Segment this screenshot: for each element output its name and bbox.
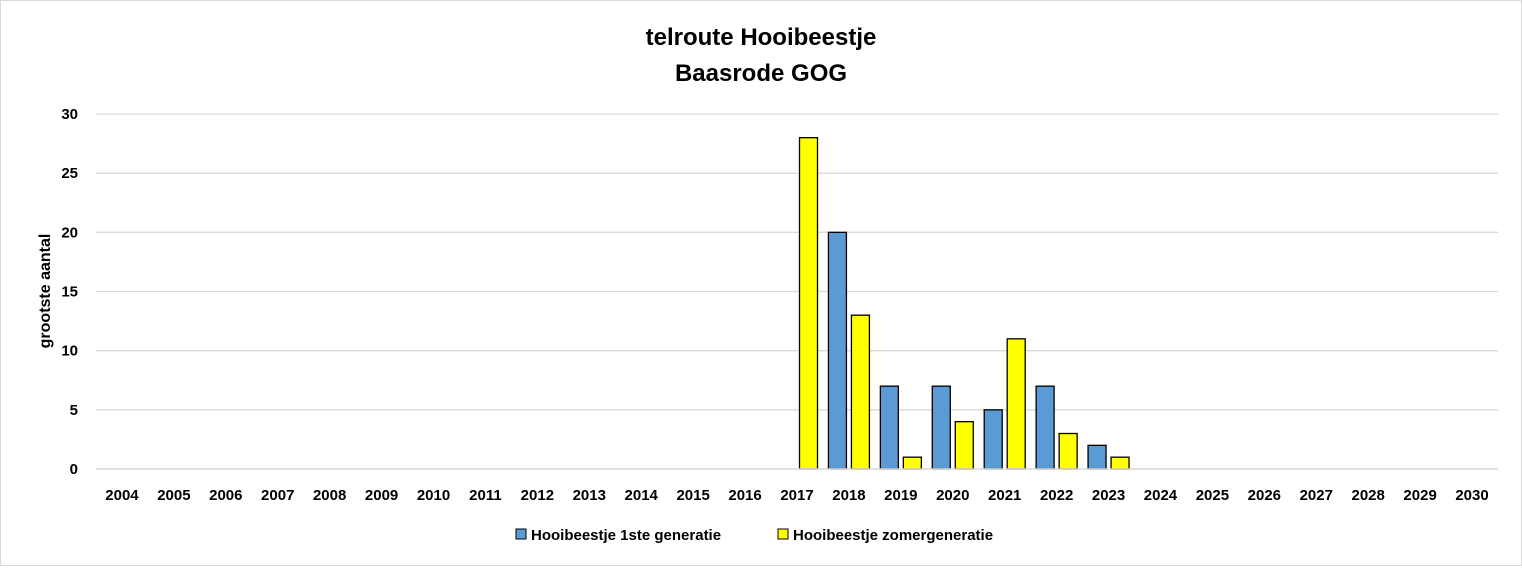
- y-tick-label: 5: [70, 402, 78, 419]
- x-tick-label: 2022: [1040, 487, 1073, 504]
- x-tick-label: 2019: [884, 487, 917, 504]
- x-tick-label: 2021: [988, 487, 1021, 504]
- bar-generation-1-2021: [983, 409, 1003, 470]
- gridlines: [96, 113, 1498, 411]
- y-tick-label: 30: [61, 106, 78, 123]
- x-tick-label: 2006: [209, 487, 242, 504]
- bar-summer-generation-2018: [850, 314, 871, 470]
- x-tick-label: 2014: [625, 487, 659, 504]
- legend: Hooibeestje 1ste generatie Hooibeestje zo…: [515, 527, 993, 544]
- x-tick-label: 2017: [780, 487, 813, 504]
- y-tick-label: 0: [70, 461, 78, 478]
- x-tick-label: 2024: [1144, 487, 1178, 504]
- legend-label: Hooibeestje 1ste generatie: [531, 527, 721, 544]
- x-tick-label: 2007: [261, 487, 294, 504]
- bar-summer-generation-2020: [954, 421, 974, 470]
- x-tick-label: 2005: [157, 487, 190, 504]
- y-tick-label: 20: [61, 224, 78, 241]
- x-tick-label: 2028: [1351, 487, 1384, 504]
- bar-summer-generation-2019: [902, 456, 923, 470]
- y-tick-label: 10: [61, 343, 78, 360]
- x-axis-ticks: 2004 2005 2006 2007 2008 2009 2010 2011 2012 2013…: [105, 487, 1488, 504]
- y-tick-label: 25: [61, 165, 78, 182]
- bar-summer-generation-2023: [1110, 456, 1130, 470]
- bar-summer-generation-2021: [1006, 338, 1026, 470]
- bar-generation-1-2018: [827, 231, 848, 470]
- x-tick-label: 2018: [832, 487, 865, 504]
- bar-generation-1-2022: [1035, 385, 1055, 470]
- x-tick-label: 2020: [936, 487, 969, 504]
- legend-label: Hooibeestje zomergeneratie: [793, 527, 993, 544]
- x-tick-label: 2029: [1403, 487, 1436, 504]
- x-tick-label: 2023: [1092, 487, 1125, 504]
- legend-swatch: [515, 528, 527, 540]
- y-axis-title: grootste aantal: [37, 234, 54, 349]
- x-tick-label: 2004: [105, 487, 139, 504]
- bar-generation-1-2020: [931, 385, 951, 470]
- y-tick-label: 15: [61, 284, 78, 301]
- x-tick-label: 2026: [1248, 487, 1281, 504]
- x-tick-label: 2027: [1300, 487, 1333, 504]
- x-tick-label: 2009: [365, 487, 398, 504]
- bar-summer-generation-2022: [1058, 432, 1078, 470]
- legend-swatch: [777, 528, 789, 540]
- bar-generation-1-2023: [1087, 444, 1107, 470]
- x-tick-label: 2025: [1196, 487, 1229, 504]
- bar-generation-1-2019: [879, 385, 900, 470]
- x-tick-label: 2015: [676, 487, 709, 504]
- x-tick-label: 2010: [417, 487, 450, 504]
- x-tick-label: 2008: [313, 487, 346, 504]
- x-tick-label: 2016: [728, 487, 761, 504]
- bar-summer-generation-2017: [798, 137, 819, 470]
- y-axis-ticks: 0 5 10 15 20 25 30: [61, 106, 78, 478]
- x-tick-label: 2011: [469, 487, 502, 504]
- x-tick-label: 2012: [521, 487, 554, 504]
- x-tick-label: 2030: [1455, 487, 1488, 504]
- chart-subtitle: Baasrode GOG: [675, 60, 847, 87]
- chart-title: telroute Hooibeestje: [646, 24, 877, 51]
- bars: [798, 137, 1130, 470]
- x-tick-label: 2013: [573, 487, 606, 504]
